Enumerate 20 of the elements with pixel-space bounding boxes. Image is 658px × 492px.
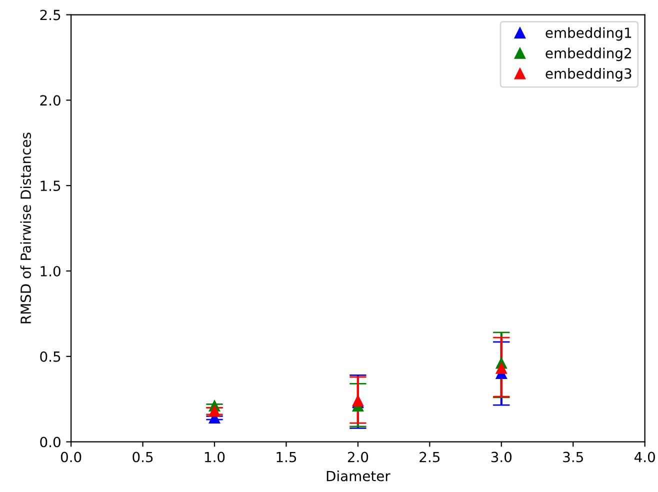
- y-tick-label: 0.5: [40, 351, 60, 362]
- x-tick-label: 1.0: [204, 452, 225, 462]
- x-tick-label: 1.5: [276, 452, 296, 462]
- x-tick-label: 0.5: [132, 452, 153, 462]
- x-tick-label: 2.0: [348, 452, 368, 462]
- x-tick-label: 0.0: [60, 452, 82, 462]
- legend-label: embedding1: [546, 27, 632, 41]
- y-axis-title: RMSD of Pairwise Distances: [20, 132, 32, 324]
- y-tick-label: 2.0: [40, 95, 60, 106]
- y-tick-label: 1.5: [40, 180, 60, 192]
- y-tick-label: 2.5: [40, 10, 60, 20]
- x-tick-label: 3.0: [491, 452, 512, 462]
- x-tick-label: 2.5: [420, 452, 440, 462]
- y-tick-label: 1.0: [40, 266, 60, 276]
- x-axis-title: Diameter: [326, 470, 390, 482]
- legend-label: embedding3: [546, 68, 632, 82]
- x-tick-label: 4.0: [634, 452, 655, 462]
- y-tick-label: 0.0: [40, 436, 60, 448]
- legend-label: embedding2: [546, 48, 631, 62]
- x-tick-label: 3.5: [563, 452, 583, 462]
